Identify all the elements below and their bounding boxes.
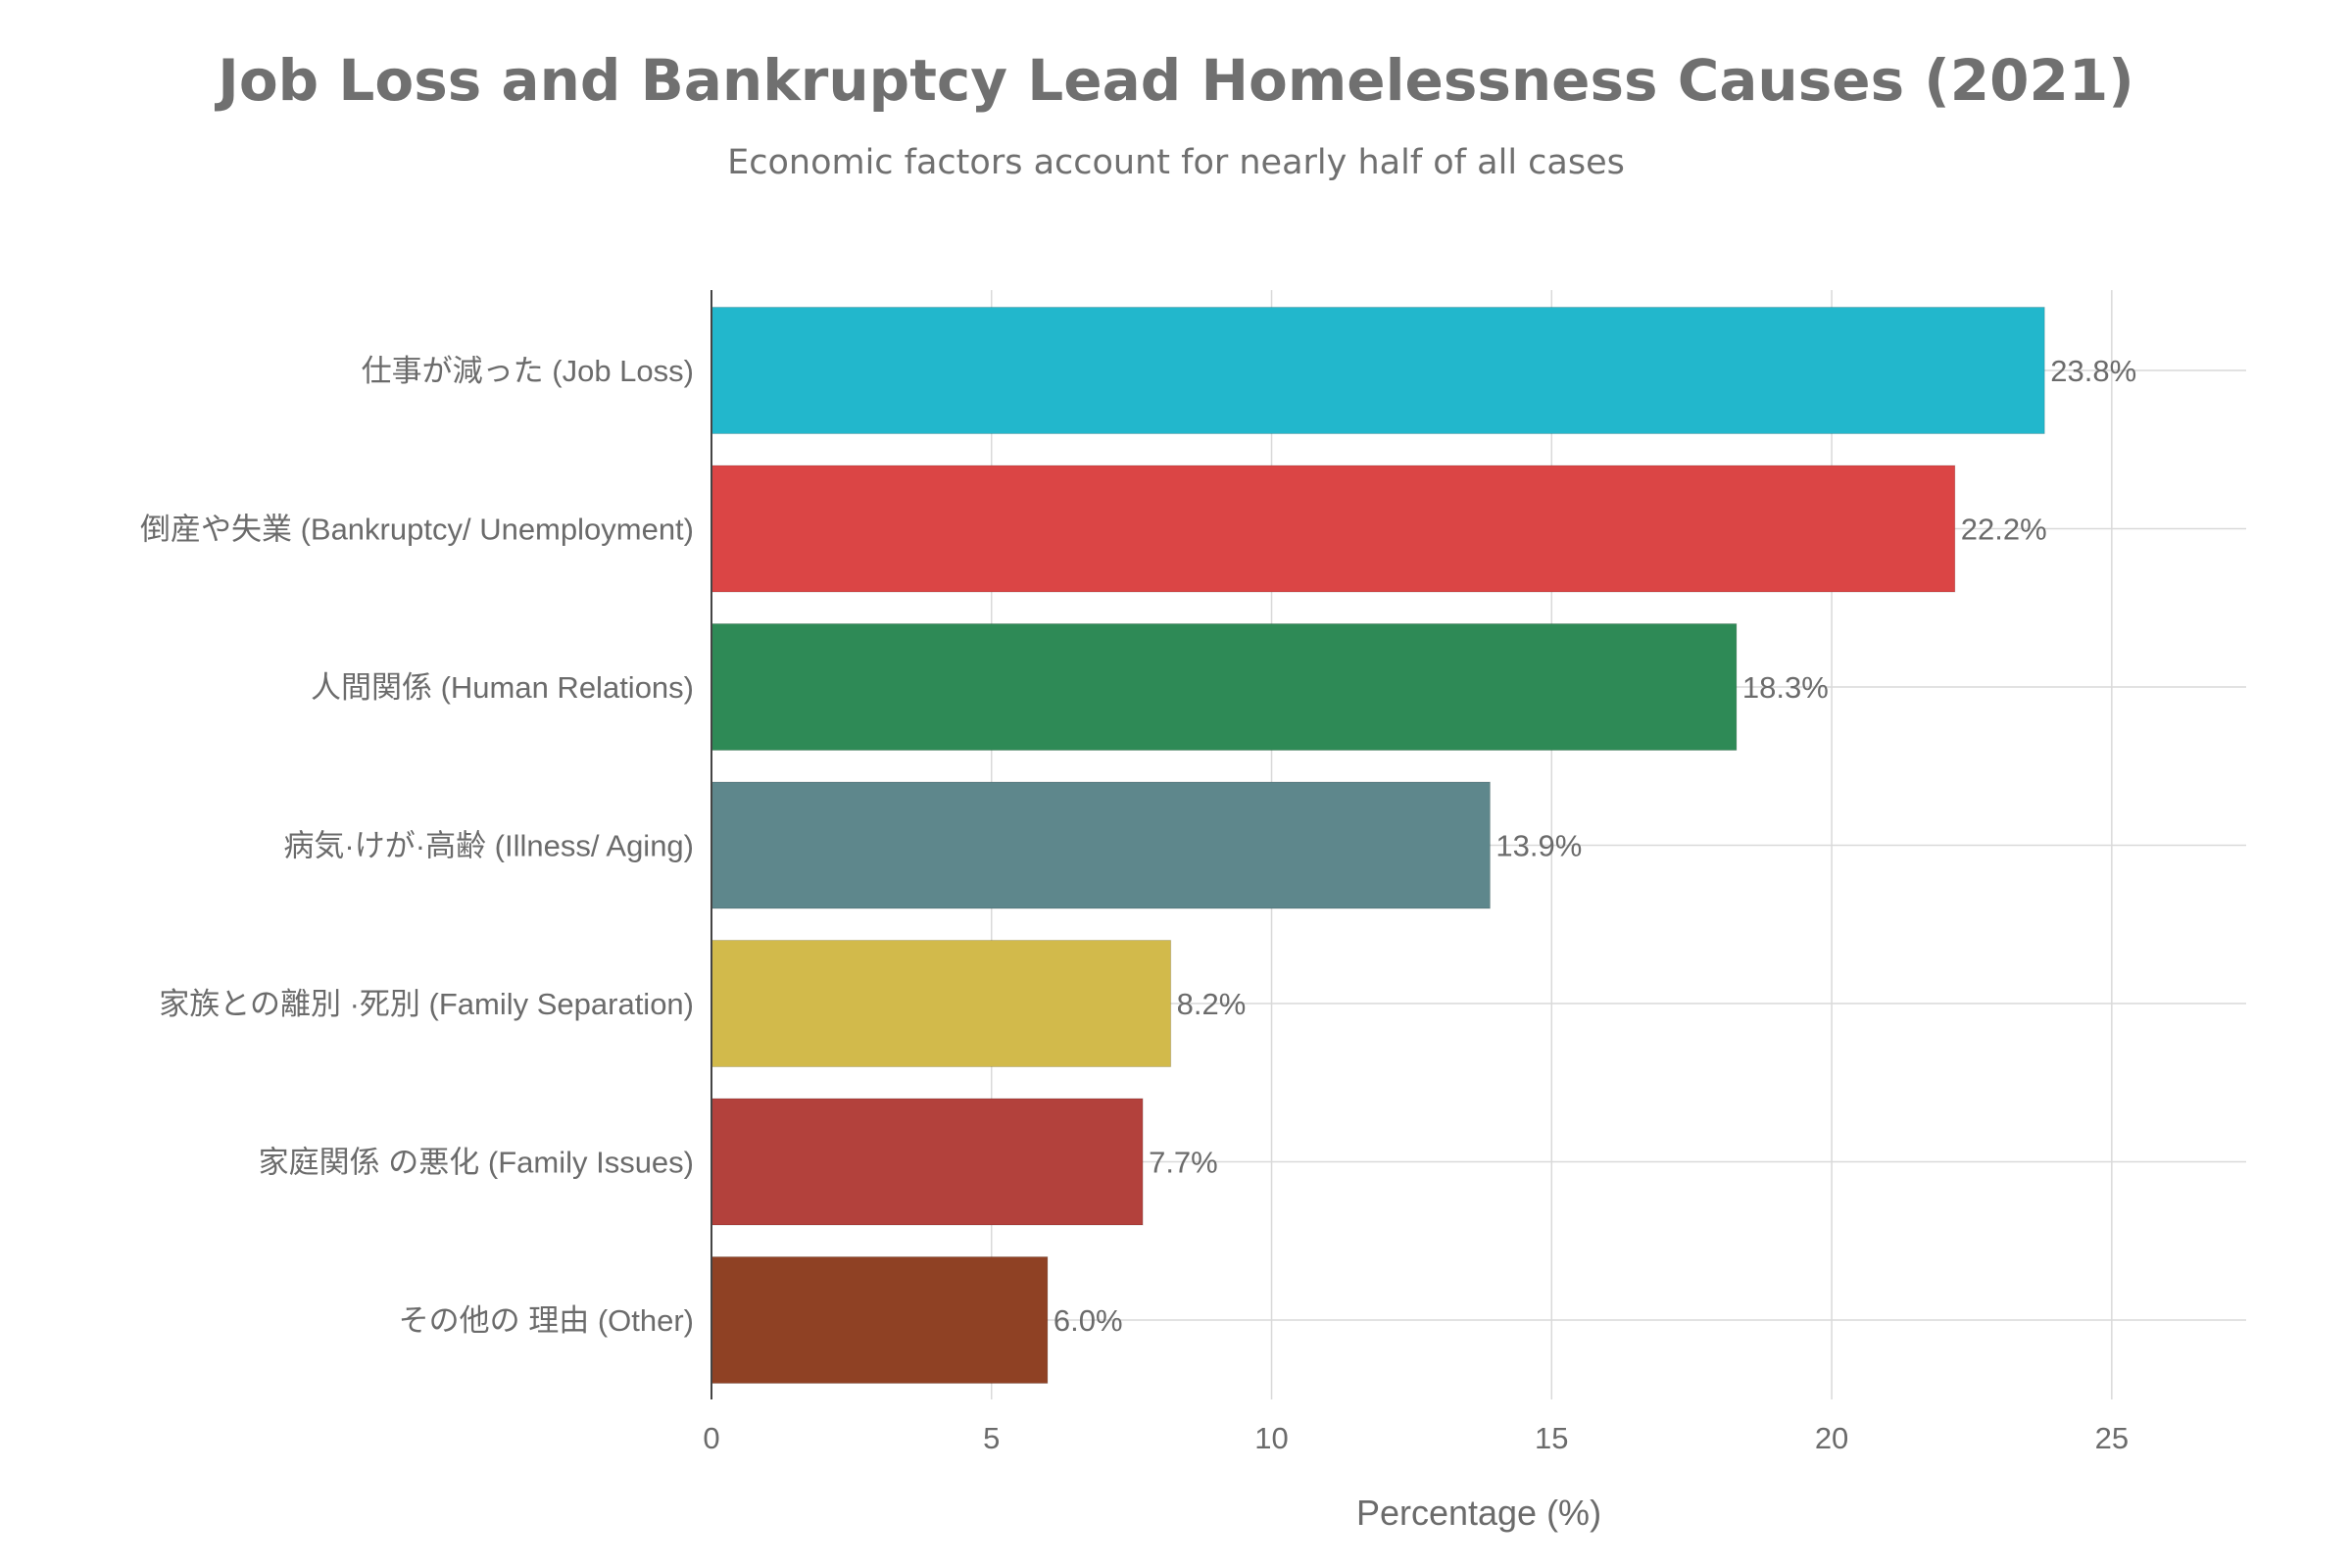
x-tick-label: 15 xyxy=(1535,1421,1568,1455)
value-label: 13.9% xyxy=(1495,829,1582,863)
category-label: 人間関係 (Human Relations) xyxy=(311,670,694,705)
category-label: 仕事が減った (Job Loss) xyxy=(362,354,694,388)
value-label: 7.7% xyxy=(1149,1146,1218,1180)
value-label: 22.2% xyxy=(1961,513,2047,547)
bar xyxy=(710,781,1491,909)
category-label: 病気·けが·高齢 (Illness/ Aging) xyxy=(283,829,694,863)
chart-subtitle: Economic factors account for nearly half… xyxy=(727,143,1625,182)
bar xyxy=(710,307,2045,434)
value-label: 18.3% xyxy=(1742,670,1829,705)
x-tick-label: 10 xyxy=(1254,1421,1288,1455)
bar xyxy=(710,940,1172,1067)
value-label: 23.8% xyxy=(2050,354,2136,388)
bar xyxy=(710,1098,1144,1226)
x-tick-label: 0 xyxy=(703,1421,719,1455)
bar xyxy=(710,465,1956,593)
value-label: 6.0% xyxy=(1054,1303,1123,1338)
category-label: 家族との離別 ·死別 (Family Separation) xyxy=(159,987,694,1021)
x-tick-label: 5 xyxy=(983,1421,1000,1455)
value-label: 8.2% xyxy=(1177,987,1247,1021)
category-label: その他の 理由 (Other) xyxy=(399,1303,694,1338)
x-tick-label: 25 xyxy=(2095,1421,2129,1455)
category-label: 倒産や失業 (Bankruptcy/ Unemployment) xyxy=(140,513,694,547)
chart-title: Job Loss and Bankruptcy Lead Homelessnes… xyxy=(218,47,2134,114)
bar xyxy=(710,623,1738,751)
x-tick-label: 20 xyxy=(1815,1421,1848,1455)
x-axis-title: Percentage (%) xyxy=(1356,1493,1601,1533)
bar xyxy=(710,1256,1049,1384)
category-label: 家庭関係 の悪化 (Family Issues) xyxy=(259,1146,694,1180)
